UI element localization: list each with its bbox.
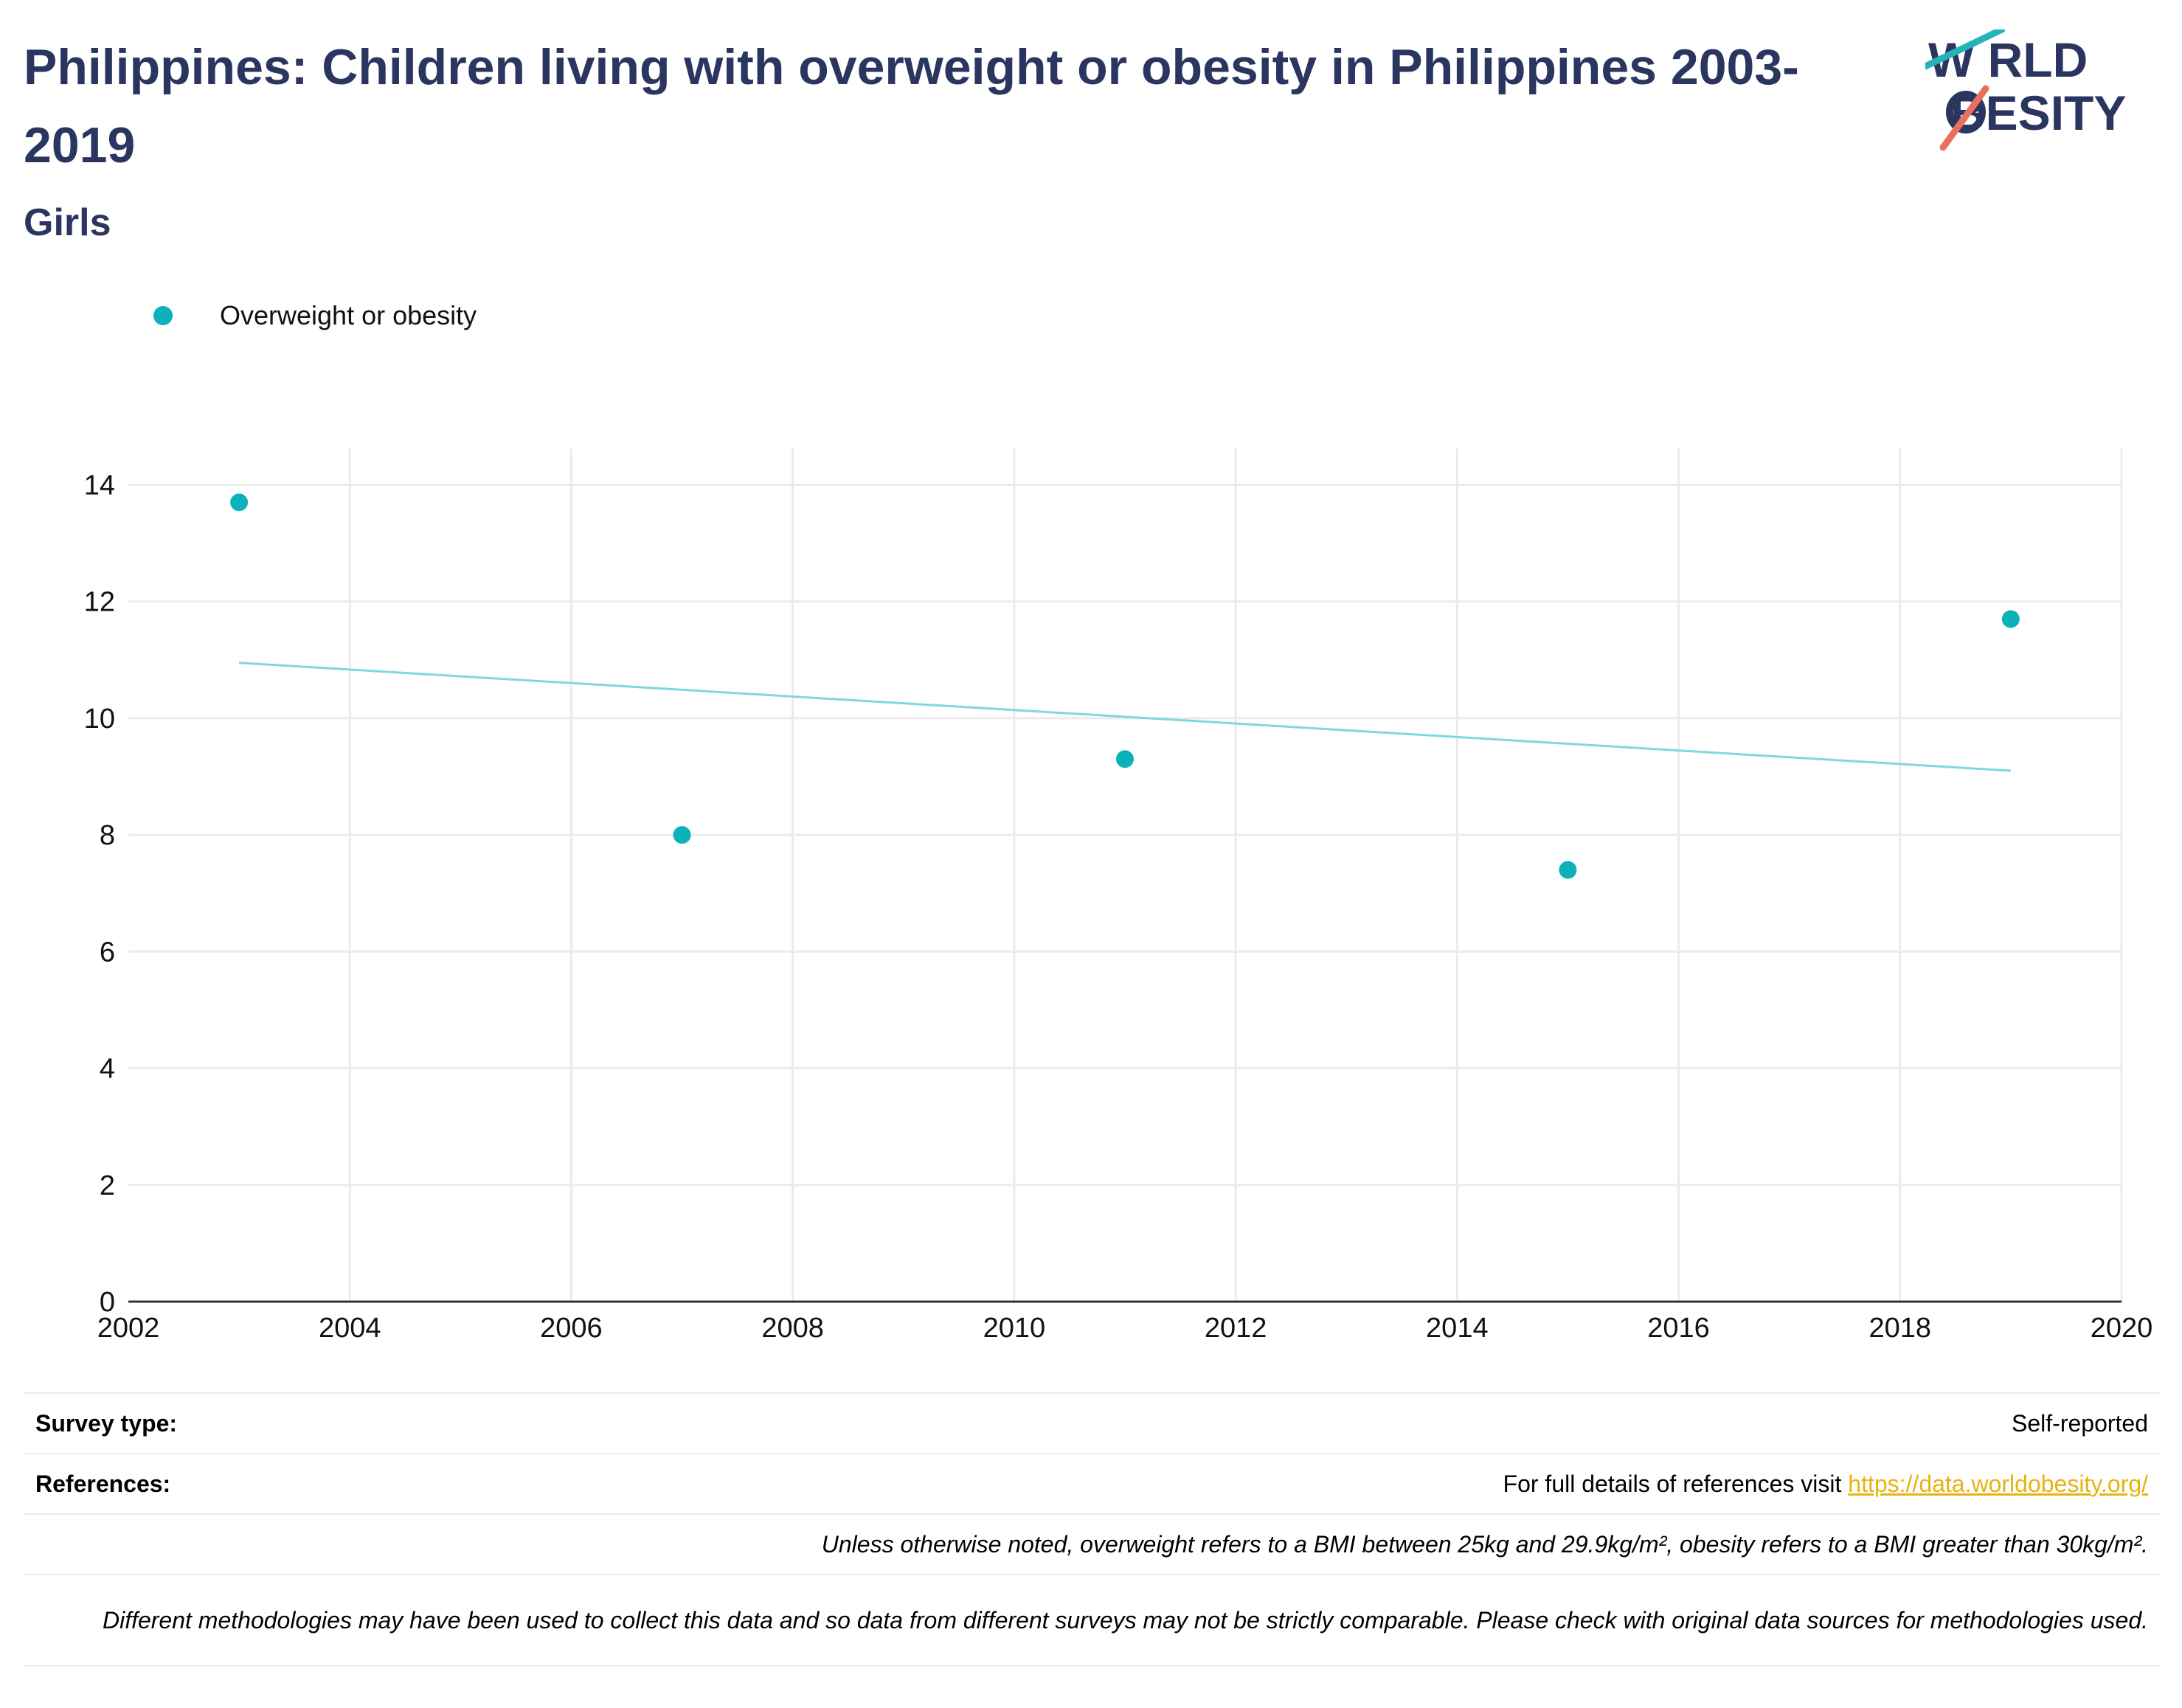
- logo-coral-slash: [1939, 85, 1989, 151]
- logo-o-ring: [1946, 91, 1986, 133]
- world-obesity-logo: W RLD BESITY: [1925, 29, 2126, 151]
- x-tick-label: 2006: [540, 1313, 603, 1344]
- y-tick-label: 12: [84, 587, 115, 618]
- x-tick-label: 2002: [97, 1313, 160, 1344]
- data-point: [2001, 610, 2020, 628]
- x-tick-label: 2014: [1426, 1313, 1489, 1344]
- references-label: References:: [35, 1470, 171, 1497]
- x-tick-label: 2016: [1647, 1313, 1710, 1344]
- logo-teal-slash: [1925, 29, 2006, 70]
- y-tick-label: 2: [100, 1170, 115, 1201]
- chart-subtitle: Girls: [24, 201, 111, 244]
- y-tick-label: 14: [84, 470, 115, 501]
- methods-note: Different methodologies may have been us…: [102, 1607, 2148, 1634]
- y-tick-label: 8: [100, 820, 115, 851]
- chart-legend: Overweight or obesity: [153, 295, 477, 336]
- page-title: Philippines: Children living with overwe…: [24, 39, 1799, 173]
- y-tick-label: 0: [100, 1287, 115, 1318]
- y-tick-label: 6: [100, 937, 115, 968]
- methods-note-row: Different methodologies may have been us…: [24, 1574, 2160, 1667]
- data-point: [673, 826, 691, 844]
- data-point: [1116, 750, 1134, 768]
- survey-type-label: Survey type:: [35, 1409, 178, 1437]
- references-row: References: For full details of referenc…: [24, 1453, 2160, 1513]
- info-table: Survey type: Self-reported References: F…: [24, 1392, 2160, 1667]
- x-tick-label: 2010: [983, 1313, 1046, 1344]
- data-point: [1559, 861, 1577, 879]
- logo-text-world: W RLD: [1928, 32, 2088, 87]
- references-link[interactable]: https://data.worldobesity.org/: [1848, 1470, 2148, 1497]
- trend-line: [239, 662, 2011, 772]
- x-tick-label: 2018: [1869, 1313, 1932, 1344]
- bmi-note: Unless otherwise noted, overweight refer…: [821, 1530, 2148, 1558]
- bmi-note-row: Unless otherwise noted, overweight refer…: [24, 1513, 2160, 1574]
- scatter-chart: 0 2 4 6 8 10 12 14 2002 2004 2006 2008 2010 2012 2014 2…: [84, 448, 2153, 1344]
- logo-text-obesity: BESITY: [1950, 86, 2126, 140]
- x-tick-label: 2020: [2091, 1313, 2153, 1344]
- survey-type-value: Self-reported: [2012, 1409, 2148, 1437]
- x-tick-label: 2004: [319, 1313, 381, 1344]
- y-tick-label: 10: [84, 704, 115, 735]
- survey-type-row: Survey type: Self-reported: [24, 1392, 2160, 1453]
- data-point: [230, 493, 249, 512]
- x-tick-label: 2008: [761, 1313, 824, 1344]
- legend-marker-icon: [153, 306, 173, 325]
- legend-label: Overweight or obesity: [220, 300, 477, 330]
- x-tick-label: 2012: [1205, 1313, 1267, 1344]
- references-value: For full details of references visit htt…: [1503, 1471, 2148, 1498]
- references-text: For full details of references visit: [1503, 1470, 1849, 1497]
- y-tick-label: 4: [100, 1054, 115, 1085]
